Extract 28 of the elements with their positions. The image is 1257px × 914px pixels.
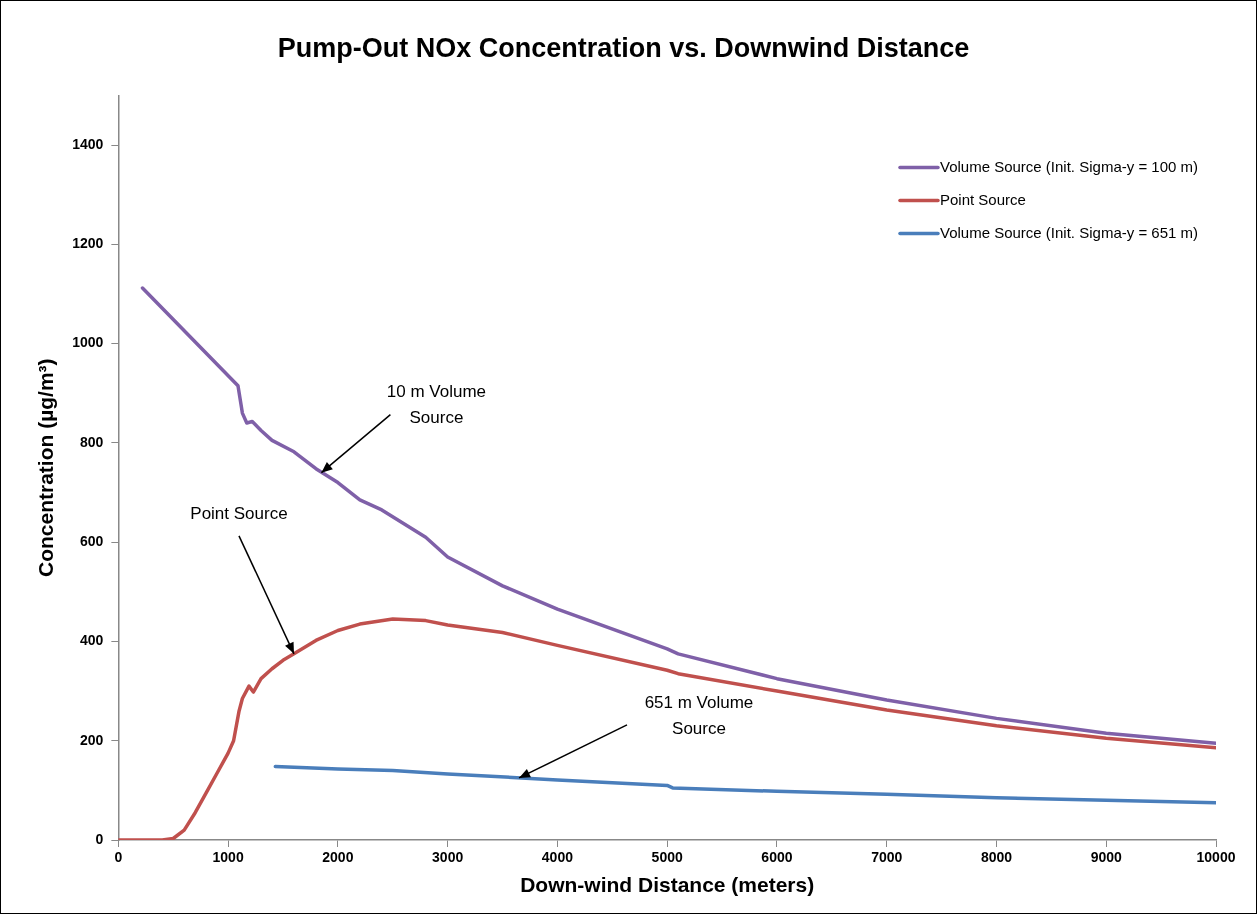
x-tick-label: 4000	[541, 849, 574, 866]
x-tick-label: 6000	[761, 849, 793, 866]
y-tick-label: 600	[79, 533, 104, 550]
y-tick-label: 400	[79, 632, 104, 649]
y-tick-label: 1400	[72, 135, 104, 152]
y-axis-title: Concentration (µg/m³)	[34, 358, 58, 577]
legend-label: Point Source	[939, 190, 1026, 208]
x-tick-label: 1000	[212, 849, 244, 866]
chart-title: Pump-Out NOx Concentration vs. Downwind Distance	[277, 32, 970, 63]
y-tick-label: 200	[79, 731, 104, 748]
annotation: Point Source	[190, 503, 288, 523]
x-tick-label: 3000	[432, 849, 464, 866]
y-tick-label: 1200	[72, 235, 104, 252]
legend-label: Volume Source (Init. Sigma-y = 100 m)	[939, 157, 1199, 175]
x-tick-label: 5000	[651, 849, 683, 866]
x-tick-label: 7000	[871, 849, 903, 866]
y-tick-label: 1000	[72, 334, 104, 351]
legend-label: Volume Source (Init. Sigma-y = 651 m)	[939, 223, 1199, 241]
x-tick-label: 2000	[322, 849, 354, 866]
x-tick-label: 10000	[1196, 849, 1236, 866]
x-tick-label: 9000	[1090, 849, 1123, 866]
annotation: 10 m Volume Source	[386, 382, 487, 428]
y-tick-label: 0	[95, 830, 104, 847]
x-axis-title: Down-wind Distance (meters)	[520, 873, 815, 897]
y-tick-label: 800	[79, 433, 104, 450]
annotation: 651 m Volume Source	[644, 692, 754, 738]
x-tick-label: 0	[114, 849, 123, 866]
x-tick-label: 8000	[980, 849, 1013, 866]
